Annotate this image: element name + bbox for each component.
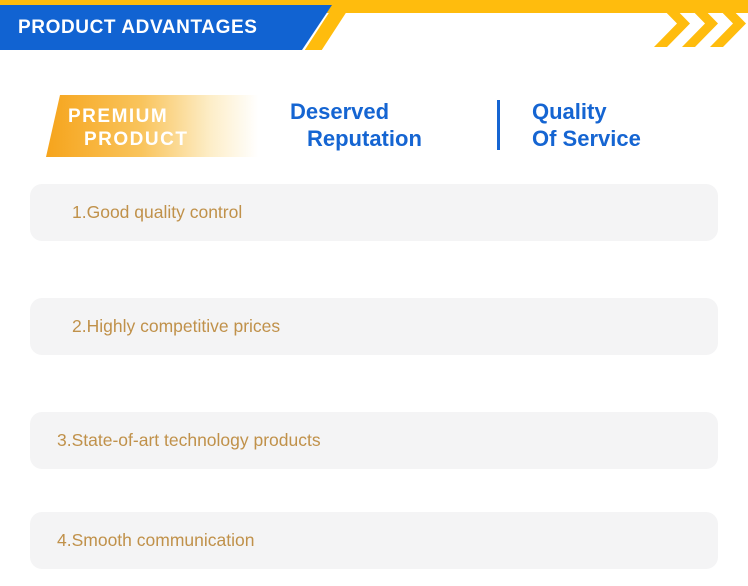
advantage-text: 1.Good quality control bbox=[72, 202, 243, 222]
advantage-text: 2.Highly competitive prices bbox=[72, 316, 281, 336]
header-banner: PRODUCT ADVANTAGES bbox=[0, 5, 332, 50]
tab-quality-of-service: Quality Of Service bbox=[532, 98, 641, 152]
chevron-icon bbox=[654, 0, 690, 47]
chevron-icon bbox=[682, 0, 718, 47]
tab-premium-product: PREMIUM PRODUCT bbox=[46, 95, 258, 157]
list-item: 2.Highly competitive prices bbox=[30, 298, 718, 355]
list-item: 3.State-of-art technology products bbox=[30, 412, 718, 469]
advantage-text: 4.Smooth communication bbox=[57, 530, 255, 550]
tab-divider bbox=[497, 100, 500, 150]
tab-deserved-line1: Deserved bbox=[290, 99, 390, 124]
tab-premium-line1: PREMIUM bbox=[68, 106, 169, 127]
chevron-icon bbox=[710, 0, 746, 47]
advantage-text: 3.State-of-art technology products bbox=[57, 430, 321, 450]
tab-deserved-line2: Reputation bbox=[307, 126, 422, 151]
list-item: 4.Smooth communication bbox=[30, 512, 718, 569]
tab-quality-line1: Quality bbox=[532, 99, 607, 124]
tab-quality-line2: Of Service bbox=[532, 126, 641, 151]
page-title: PRODUCT ADVANTAGES bbox=[18, 16, 258, 38]
tab-premium-line2: PRODUCT bbox=[84, 129, 189, 150]
list-item: 1.Good quality control bbox=[30, 184, 718, 241]
chevrons-right-icon bbox=[654, 0, 746, 47]
tab-deserved-reputation: Deserved Reputation bbox=[290, 98, 422, 152]
